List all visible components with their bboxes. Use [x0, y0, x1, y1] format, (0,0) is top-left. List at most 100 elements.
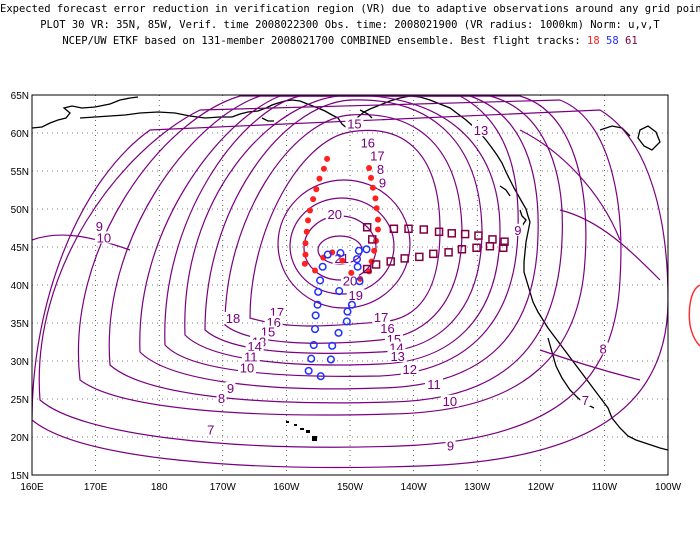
contour-label: 20 [343, 274, 357, 289]
contour-label-bg [388, 349, 407, 362]
longitude-labels: 160E 170E 180 170W 160W 150W 140W 130W 120W 110W 1… [20, 482, 681, 493]
contour-label: 18 [226, 311, 240, 326]
contour-label: 9 [514, 223, 521, 238]
track-18-legend: 18 [587, 35, 600, 47]
track-18-point [305, 217, 312, 224]
contour-label: 12 [403, 362, 417, 377]
track-61-point [429, 249, 438, 259]
track-18-point [313, 186, 320, 193]
track-18-point [348, 269, 355, 276]
contour-label-bg [237, 361, 256, 374]
contour-label: 8 [218, 391, 225, 406]
contour-label: 7 [582, 393, 589, 408]
track-58-point [326, 355, 335, 364]
lon-label: 120W [528, 482, 555, 493]
track-61-point [460, 229, 470, 239]
track-18-point [371, 247, 378, 254]
track-61-point [415, 252, 424, 262]
track-61-point [499, 243, 508, 253]
lon-label: 150W [337, 482, 364, 493]
track-58-point [335, 287, 344, 296]
lat-label: 35N [11, 319, 29, 330]
track-58-point [342, 317, 351, 326]
contour-label: 11 [427, 377, 441, 392]
track-58-point [334, 328, 343, 337]
lon-label: 100W [655, 482, 682, 493]
track-18-point [302, 240, 309, 247]
contour-label-bg [580, 394, 591, 407]
title-line-2: PLOT 30 VR: 35N, 85W, Verif. time 200802… [40, 19, 660, 31]
track-61-point [404, 224, 413, 234]
track-61-point [419, 225, 429, 234]
track-61-point [371, 260, 381, 269]
track-58-point [313, 300, 322, 309]
track-58-point [323, 250, 332, 259]
contour-label: 9 [227, 381, 234, 396]
track-58-point [307, 354, 316, 363]
contour-label-bg [94, 220, 105, 232]
track-18-point [306, 207, 313, 214]
lon-label: 160E [20, 482, 44, 493]
lat-label: 60N [11, 129, 29, 140]
lat-label: 40N [11, 281, 29, 292]
contour-label-bg [375, 163, 386, 175]
contour-label-bg [346, 289, 365, 302]
track-58-legend: 58 [606, 35, 619, 47]
track-61-point [362, 222, 372, 232]
track-18-point [302, 251, 309, 258]
contour-label: 9 [96, 219, 103, 234]
edge-marker [688, 284, 700, 347]
track-58-point [309, 340, 318, 350]
hawaii-islands [286, 421, 317, 441]
contour-label: 8 [377, 162, 384, 177]
title-line-3-text: NCEP/UW ETKF based on 131-member 2008021… [62, 35, 581, 47]
contour-label-bg [345, 117, 364, 130]
contour-label-bg [325, 207, 344, 220]
contour-label-bg [472, 124, 491, 137]
lat-label: 50N [11, 205, 29, 216]
track-58-point [314, 287, 323, 296]
lat-label: 55N [11, 167, 29, 178]
map-frame [31, 94, 669, 476]
lon-label: 180 [151, 482, 168, 493]
track-58-point [311, 311, 320, 320]
track-18-point [373, 205, 380, 212]
track-61-point [500, 237, 509, 246]
contour-label: 17 [370, 148, 384, 163]
contour-label: 20 [328, 207, 342, 222]
lat-label: 20N [11, 433, 29, 444]
title-line-1: Expected forecast error reduction in ver… [0, 3, 700, 15]
track-18-point [369, 184, 376, 191]
lon-label: 140W [401, 482, 428, 493]
lon-label: 110W [592, 482, 618, 493]
lat-label: 30N [11, 357, 29, 368]
contour-label: 19 [348, 288, 362, 303]
track-61-point [389, 224, 399, 234]
lat-label: 45N [11, 243, 29, 254]
track-61-point [362, 264, 372, 274]
contour-label: 16 [361, 135, 375, 150]
track-58-point [362, 245, 371, 254]
contour-label: 7 [207, 423, 214, 438]
contour-label: 11 [244, 350, 258, 365]
track-58-point [316, 372, 325, 381]
track-58-point [318, 262, 327, 271]
contour-label-bg [358, 136, 377, 149]
contour-label: 10 [97, 230, 111, 245]
track-18-point [374, 216, 381, 223]
contour-label: 13 [390, 349, 404, 364]
contour-label-bg [225, 381, 236, 394]
track-18-point [324, 155, 331, 162]
contour-label: 10 [443, 394, 457, 409]
track-18-point [301, 260, 308, 267]
track-18-point [320, 165, 327, 172]
track-61-point [457, 245, 467, 254]
track-18-point [367, 174, 374, 181]
contour-label-bg [377, 176, 388, 189]
contour-label-bg [440, 394, 459, 407]
contour-label-bg [223, 311, 242, 324]
contour-label-bg [245, 340, 264, 353]
contour-label: 9 [379, 176, 386, 191]
track-61-point [368, 235, 377, 244]
